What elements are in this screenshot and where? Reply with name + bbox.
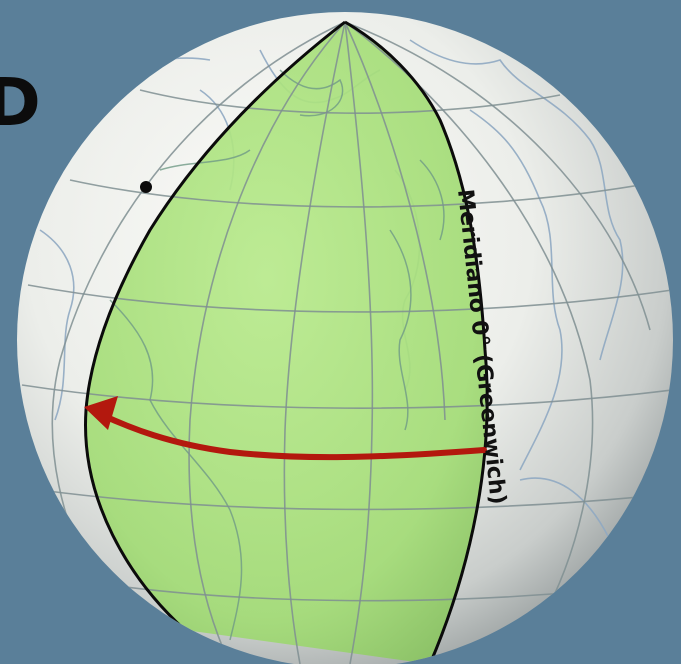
location-point <box>140 181 152 193</box>
meridian-line-left <box>84 20 346 632</box>
panel-letter: D <box>0 64 41 141</box>
meridian-line-greenwich <box>344 20 489 664</box>
westward-arrow <box>97 411 487 461</box>
arrow-head <box>84 396 118 430</box>
green-region-coastlines <box>109 69 445 641</box>
longitude-lines <box>51 21 651 664</box>
